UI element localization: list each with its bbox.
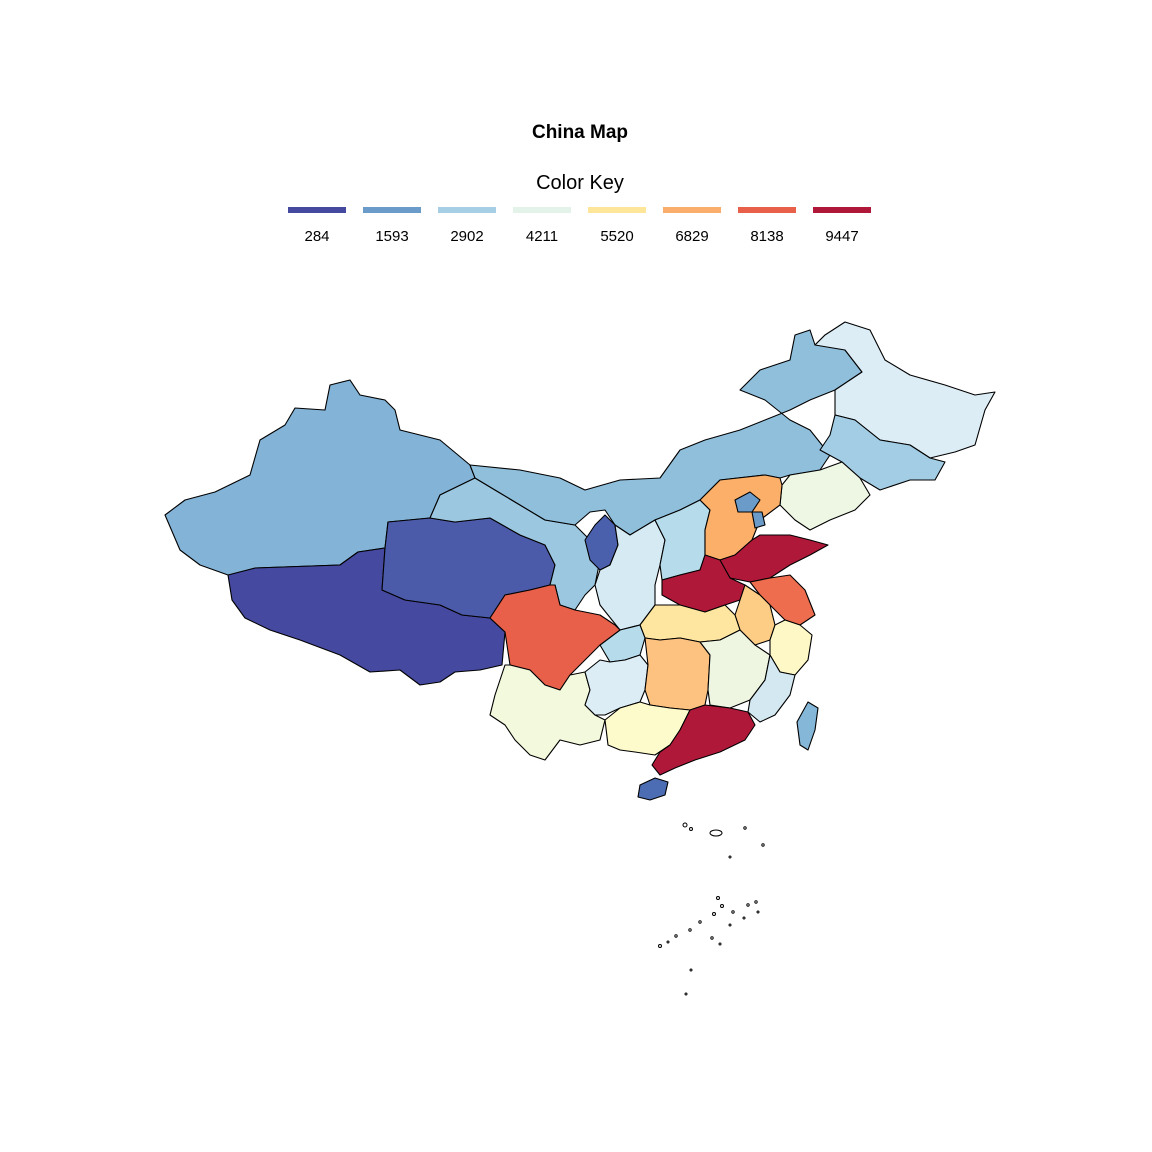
color-key-title: Color Key	[536, 172, 624, 194]
color-key-label: 1593	[375, 228, 408, 245]
province-jilin	[819, 414, 946, 491]
province-taiwan	[796, 701, 819, 751]
province-hubei	[639, 604, 741, 643]
map-title: China Map	[532, 122, 628, 143]
province-guizhou	[584, 654, 649, 716]
province-guangdong	[651, 704, 756, 776]
province-hainan	[637, 777, 669, 801]
color-key-label: 6829	[675, 228, 708, 245]
province-tibet	[227, 547, 506, 686]
color-key-swatch	[513, 207, 571, 213]
color-key-label: 9447	[825, 228, 858, 245]
color-key-label: 4211	[526, 228, 558, 245]
province-beijing	[734, 491, 761, 513]
color-key-swatch	[738, 207, 796, 213]
color-key-swatch	[813, 207, 871, 213]
color-key-label: 284	[304, 228, 329, 245]
province-inner-mongolia	[469, 329, 863, 536]
color-key-swatch	[438, 207, 496, 213]
color-key-label: 8138	[750, 228, 783, 245]
provinces	[164, 321, 996, 801]
color-key-swatch	[588, 207, 646, 213]
color-key-swatch	[288, 207, 346, 213]
color-key: Color Key 284 1593 2902 4211 5520 6829 8138 944…	[288, 172, 871, 245]
color-key-swatch	[363, 207, 421, 213]
province-fujian	[747, 654, 796, 723]
south-china-sea-islands	[658, 822, 765, 996]
color-key-label: 5520	[600, 228, 633, 245]
color-key-label: 2902	[450, 228, 483, 245]
province-hunan	[644, 637, 711, 711]
color-key-swatch	[663, 207, 721, 213]
province-hebei	[699, 474, 783, 561]
province-tianjin	[751, 511, 766, 529]
